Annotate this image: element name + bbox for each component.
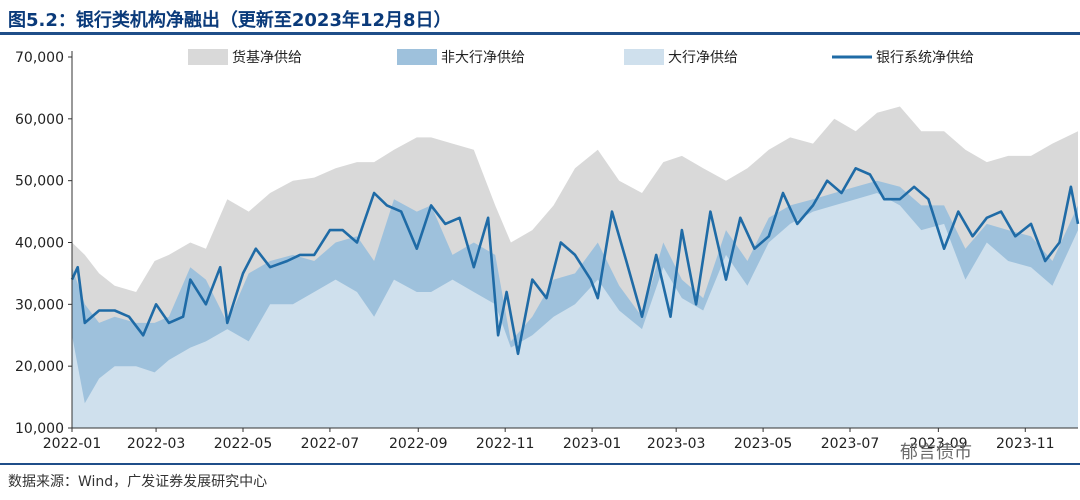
x-tick-label: 2022-11 <box>476 436 535 452</box>
legend: 货基净供给 非大行净供给 大行净供给 银行系统净供给 <box>188 49 974 66</box>
x-tick-label: 2022-05 <box>214 436 273 452</box>
legend-label-2: 非大行净供给 <box>441 50 525 66</box>
legend-swatch-1 <box>188 49 228 65</box>
x-tick-label: 2022-01 <box>43 436 102 452</box>
legend-label-4: 银行系统净供给 <box>876 50 974 66</box>
areas-layer <box>72 106 1078 428</box>
title-rule <box>0 32 1080 35</box>
x-tick-label: 2022-09 <box>389 436 448 452</box>
area-series-3 <box>72 193 1078 428</box>
y-tick-label: 70,000 <box>15 50 64 66</box>
legend-label-1: 货基净供给 <box>232 49 302 66</box>
y-tick-label: 50,000 <box>15 174 64 190</box>
legend-label-3: 大行净供给 <box>668 50 738 66</box>
title-bar: 图5.2：银行类机构净融出（更新至2023年12月8日） <box>0 0 1080 36</box>
x-tick-label: 2023-01 <box>563 436 622 452</box>
x-tick-label: 2023-03 <box>647 436 706 452</box>
y-tick-label: 20,000 <box>15 359 64 375</box>
line-series-bank-system <box>70 167 1080 356</box>
legend-swatch-2 <box>397 49 437 65</box>
x-tick-label: 2023-07 <box>821 436 880 452</box>
axes-layer: 10,000 20,000 30,000 40,000 50,000 60,000 70,0… <box>15 50 1078 452</box>
line-layer <box>70 167 1080 356</box>
source-note: 数据来源：Wind，广发证券发展研究中心 <box>8 474 268 490</box>
x-tick-label: 2023-11 <box>996 436 1055 452</box>
x-tick-label: 2023-05 <box>734 436 793 452</box>
y-tick-label: 30,000 <box>15 297 64 313</box>
x-tick-label: 2022-07 <box>301 436 360 452</box>
source-rule <box>0 463 1080 465</box>
chart: 10,000 20,000 30,000 40,000 50,000 60,000 70,0… <box>15 49 1080 452</box>
x-tick-label: 2022-03 <box>127 436 186 452</box>
watermark: 郁言债市 <box>900 442 972 463</box>
legend-swatch-3 <box>624 49 664 65</box>
chart-title: 图5.2：银行类机构净融出（更新至2023年12月8日） <box>8 10 452 31</box>
x-tick-label: 2023-09 <box>909 436 968 452</box>
y-tick-label: 10,000 <box>15 421 64 437</box>
y-tick-label: 60,000 <box>15 112 64 128</box>
y-tick-label: 40,000 <box>15 236 64 252</box>
